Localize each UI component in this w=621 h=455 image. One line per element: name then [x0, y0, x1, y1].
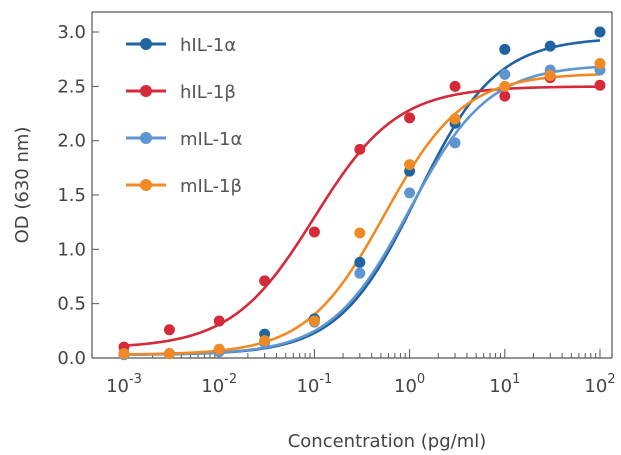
- x-tick-base: 10: [489, 376, 512, 397]
- data-point-series-2: [499, 90, 511, 102]
- data-point-series-3: [449, 137, 461, 149]
- axes: [91, 11, 613, 359]
- data-point-series-2: [259, 275, 271, 287]
- data-point-series-2: [163, 324, 175, 336]
- data-point-series-4: [213, 343, 225, 355]
- x-tick-base: 10: [106, 376, 129, 397]
- data-point-series-2: [354, 143, 366, 155]
- data-point-series-2: [308, 226, 320, 238]
- y-tick-label: 2.5: [57, 76, 86, 97]
- data-point-series-4: [594, 58, 606, 70]
- x-ticks: 10-3 10-2 10-1 100 101 102: [106, 349, 616, 397]
- x-tick-label: 10-3: [106, 372, 142, 397]
- y-tick-label: 1.5: [57, 185, 86, 206]
- data-point-series-1: [499, 43, 511, 55]
- x-tick-exponent: -1: [319, 372, 332, 387]
- data-point-series-4: [354, 227, 366, 239]
- y-tick-label: 2.0: [57, 131, 86, 152]
- legend-marker: [140, 38, 152, 50]
- data-point-series-2: [594, 79, 606, 91]
- x-tick-base: 10: [296, 376, 319, 397]
- y-ticks: 0.0 0.5 1.0 1.5 2.0 2.5 3.0: [57, 22, 99, 369]
- data-point-series-4: [449, 113, 461, 125]
- legend-label: hIL-1α: [180, 35, 236, 56]
- y-axis-title: OD (630 nm): [12, 127, 33, 244]
- legend-label: mIL-1α: [180, 129, 242, 150]
- x-tick-base: 10: [201, 376, 224, 397]
- legend-label: hIL-1β: [180, 82, 236, 103]
- data-point-series-4: [404, 159, 416, 171]
- data-point-series-1: [354, 256, 366, 268]
- x-axis-title: Concentration (pg/ml): [288, 431, 487, 452]
- x-tick-base: 10: [394, 376, 417, 397]
- y-tick-label: 0.0: [57, 348, 86, 369]
- data-point-series-2: [213, 315, 225, 327]
- x-tick-label: 10-2: [201, 372, 237, 397]
- legend-label: mIL-1β: [180, 176, 242, 197]
- data-point-series-4: [499, 80, 511, 92]
- data-point-series-4: [118, 348, 130, 360]
- data-point-series-3: [354, 267, 366, 279]
- legend-marker: [140, 85, 152, 97]
- data-point-series-4: [259, 335, 271, 347]
- x-tick-exponent: 2: [607, 372, 615, 387]
- x-tick-exponent: -2: [224, 372, 237, 387]
- x-tick-label: 101: [489, 372, 520, 397]
- legend-marker: [140, 179, 152, 191]
- x-tick-exponent: -3: [129, 372, 142, 387]
- fit-curve-series-4: [123, 73, 601, 356]
- fit-curves: [123, 39, 601, 356]
- y-tick-label: 1.0: [57, 239, 86, 260]
- fit-curve-series-3: [123, 65, 601, 356]
- data-points: [118, 26, 606, 361]
- data-point-series-1: [544, 40, 556, 52]
- legend-marker: [140, 132, 152, 144]
- x-tick-label: 102: [584, 372, 615, 397]
- data-point-series-3: [499, 68, 511, 80]
- x-tick-label: 100: [394, 372, 425, 397]
- data-point-series-3: [404, 187, 416, 199]
- legend: hIL-1α hIL-1β mIL-1α mIL-1β: [126, 35, 242, 197]
- y-tick-label: 0.5: [57, 294, 86, 315]
- data-point-series-1: [594, 26, 606, 38]
- x-tick-label: 10-1: [296, 372, 332, 397]
- y-tick-label: 3.0: [57, 22, 86, 43]
- x-tick-base: 10: [584, 376, 607, 397]
- x-tick-exponent: 1: [512, 372, 520, 387]
- data-point-series-4: [544, 69, 556, 81]
- data-point-series-4: [308, 315, 320, 327]
- x-tick-exponent: 0: [417, 372, 425, 387]
- data-point-series-2: [449, 80, 461, 92]
- data-point-series-2: [404, 112, 416, 124]
- data-point-series-4: [163, 348, 175, 360]
- fit-curve-series-2: [123, 85, 601, 347]
